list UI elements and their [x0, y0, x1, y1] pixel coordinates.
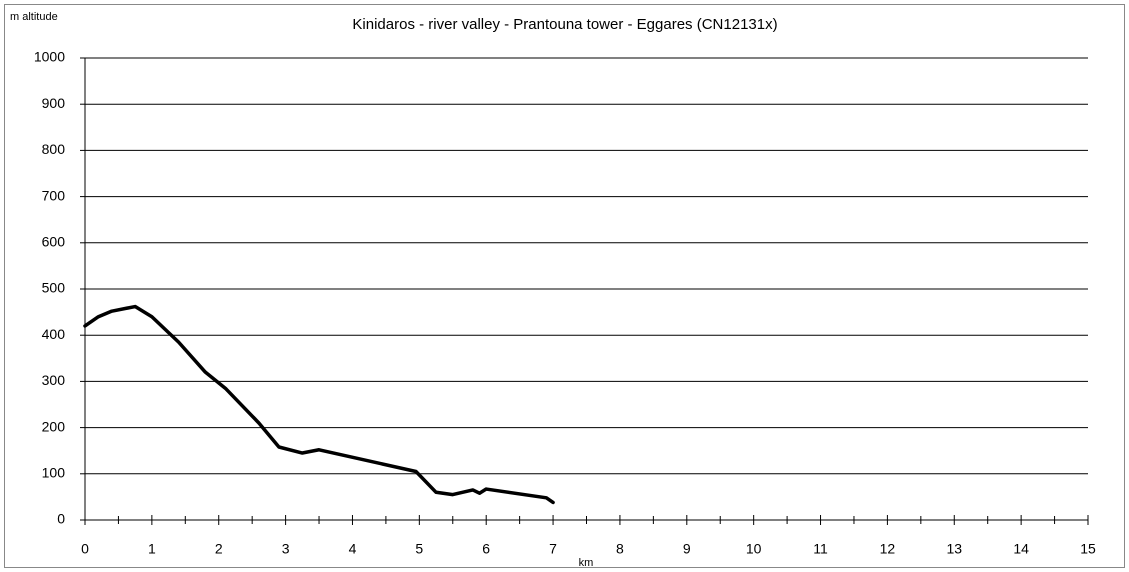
x-tick-label: 7	[549, 541, 557, 557]
chart-frame	[4, 4, 1125, 568]
x-tick-label: 1	[148, 541, 156, 557]
y-axis-label: m altitude	[10, 11, 58, 23]
chart-title: Kinidaros - river valley - Prantouna tow…	[352, 16, 777, 33]
x-tick-label: 3	[282, 541, 290, 557]
y-tick-label: 500	[42, 280, 66, 296]
x-tick-label: 12	[880, 541, 896, 557]
y-tick-label: 200	[42, 418, 66, 434]
y-tick-label: 0	[57, 511, 65, 527]
x-tick-label: 10	[746, 541, 762, 557]
y-tick-label: 700	[42, 187, 66, 203]
x-tick-label: 0	[81, 541, 89, 557]
y-tick-label: 300	[42, 372, 66, 388]
y-tick-label: 800	[42, 141, 66, 157]
x-tick-label: 4	[349, 541, 357, 557]
y-tick-label: 900	[42, 95, 66, 111]
x-tick-label: 15	[1080, 541, 1096, 557]
x-tick-label: 14	[1013, 541, 1029, 557]
y-tick-label: 400	[42, 326, 66, 342]
y-tick-label: 600	[42, 234, 66, 250]
x-axis-label: km	[579, 557, 594, 569]
x-tick-label: 8	[616, 541, 624, 557]
x-tick-label: 9	[683, 541, 691, 557]
series-line	[83, 304, 555, 505]
x-tick-label: 11	[813, 541, 828, 557]
x-tick-label: 2	[215, 541, 223, 557]
x-tick-label: 5	[415, 541, 423, 557]
x-tick-label: 13	[946, 541, 962, 557]
y-tick-label: 1000	[34, 49, 65, 65]
y-tick-label: 100	[42, 465, 66, 481]
x-tick-label: 6	[482, 541, 490, 557]
